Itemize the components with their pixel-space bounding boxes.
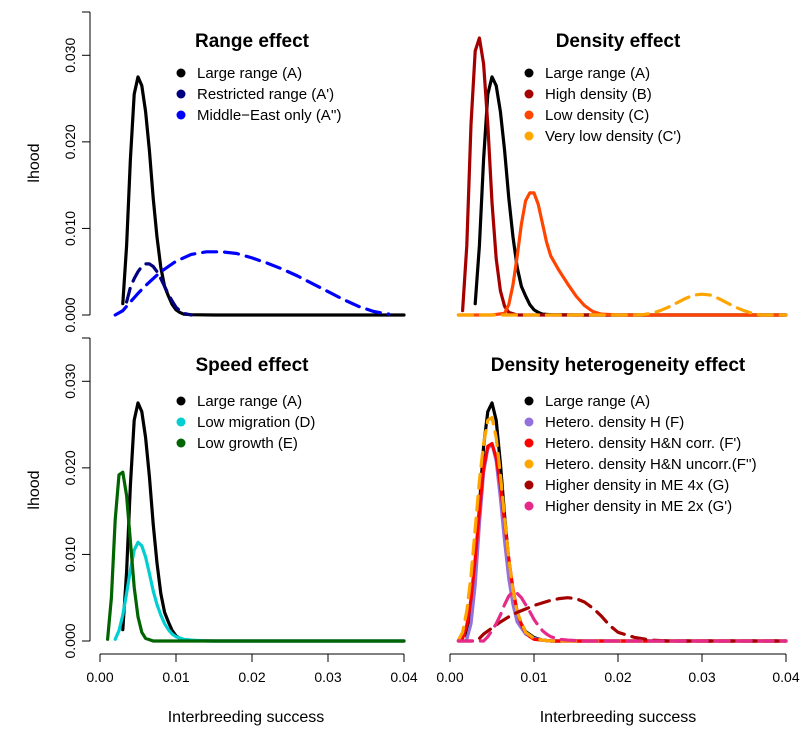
x-axis-title-right: Interbreeding success: [540, 709, 697, 726]
legend-marker: [524, 396, 534, 406]
panel-4: 0.00 0.01 0.02 0.03 0.04 Density heterogeneit…: [436, 355, 799, 685]
legend-marker: [176, 68, 186, 78]
panel-3: 0.000 0.010 0.020 0.030 0.00 0.01 0.02 0.03 0.04…: [62, 337, 418, 685]
legend-marker: [524, 438, 534, 448]
series-line-2: [113, 540, 406, 643]
x-tick-label: 0.02: [238, 669, 265, 685]
series-line-3: [113, 250, 391, 317]
legend-label: Restricted range (A'): [197, 86, 334, 103]
legend-marker: [524, 501, 534, 511]
series-line-2: [125, 262, 193, 317]
legend-marker: [524, 131, 534, 141]
legend-label: Large range (A): [545, 65, 650, 82]
series-line-2: [461, 36, 788, 317]
panel-title: Density heterogeneity effect: [491, 355, 746, 376]
panel-title: Density effect: [556, 31, 681, 52]
x-tick-label: 0.00: [436, 669, 463, 685]
x-tick-label: 0.03: [314, 669, 341, 685]
legend-marker: [176, 396, 186, 406]
legend-label: Large range (A): [197, 393, 302, 410]
legend-marker: [524, 459, 534, 469]
legend-marker: [524, 110, 534, 120]
y-tick-label: 0.020: [62, 450, 78, 485]
y-axis-title-top: lhood: [26, 143, 43, 182]
panel-title: Speed effect: [196, 355, 310, 376]
panel-2: Density effect Large range (A) High densit…: [456, 31, 788, 317]
series-line-5: [456, 596, 788, 643]
y-tick-label: 0.000: [62, 297, 78, 332]
panel-title: Range effect: [195, 31, 310, 52]
x-tick-label: 0.01: [520, 669, 547, 685]
legend-label: Low density (C): [545, 107, 649, 124]
series-line-4: [456, 416, 788, 643]
chart-panels: 0.000 0.010 0.020 0.030 Range effect Large ra…: [62, 11, 800, 685]
y-tick-label: 0.020: [62, 124, 78, 159]
legend-label: Low migration (D): [197, 414, 315, 431]
legend-label: Hetero. density H (F): [545, 414, 684, 431]
x-axis-title-left: Interbreeding success: [168, 709, 325, 726]
panel-1: 0.000 0.010 0.020 0.030 Range effect Large ra…: [62, 11, 406, 333]
legend-label: Higher density in ME 4x (G): [545, 477, 729, 494]
x-tick-label: 0.00: [86, 669, 113, 685]
series-line-4: [456, 292, 788, 317]
legend-label: Large range (A): [197, 65, 302, 82]
legend-marker: [524, 68, 534, 78]
series-line-6: [456, 590, 788, 643]
legend-label: Hetero. density H&N uncorr.(F''): [545, 456, 757, 473]
series-line-3: [456, 191, 788, 317]
legend-label: High density (B): [545, 86, 652, 103]
x-tick-label: 0.03: [688, 669, 715, 685]
series-line-1: [121, 75, 406, 317]
series-line-3: [461, 442, 788, 643]
y-tick-label: 0.000: [62, 623, 78, 658]
legend-marker: [524, 417, 534, 427]
y-tick-label: 0.030: [62, 38, 78, 73]
series-line-2: [465, 442, 788, 643]
x-tick-label: 0.04: [390, 669, 417, 685]
legend-marker: [176, 89, 186, 99]
legend-label: Very low density (C'): [545, 128, 681, 145]
series-line-3: [106, 470, 406, 643]
y-tick-label: 0.030: [62, 364, 78, 399]
legend-label: Low growth (E): [197, 435, 298, 452]
x-tick-label: 0.01: [162, 669, 189, 685]
legend-marker: [524, 89, 534, 99]
legend-marker: [176, 438, 186, 448]
x-tick-label: 0.02: [604, 669, 631, 685]
legend-marker: [524, 480, 534, 490]
legend-label: Higher density in ME 2x (G'): [545, 498, 732, 515]
legend-label: Hetero. density H&N corr. (F'): [545, 435, 741, 452]
legend-label: Middle−East only (A''): [197, 107, 342, 124]
legend-marker: [176, 110, 186, 120]
y-axis-title-bottom: lhood: [26, 470, 43, 509]
legend-label: Large range (A): [545, 393, 650, 410]
x-tick-label: 0.04: [772, 669, 799, 685]
y-tick-label: 0.010: [62, 537, 78, 572]
y-tick-label: 0.010: [62, 211, 78, 246]
legend-marker: [176, 417, 186, 427]
